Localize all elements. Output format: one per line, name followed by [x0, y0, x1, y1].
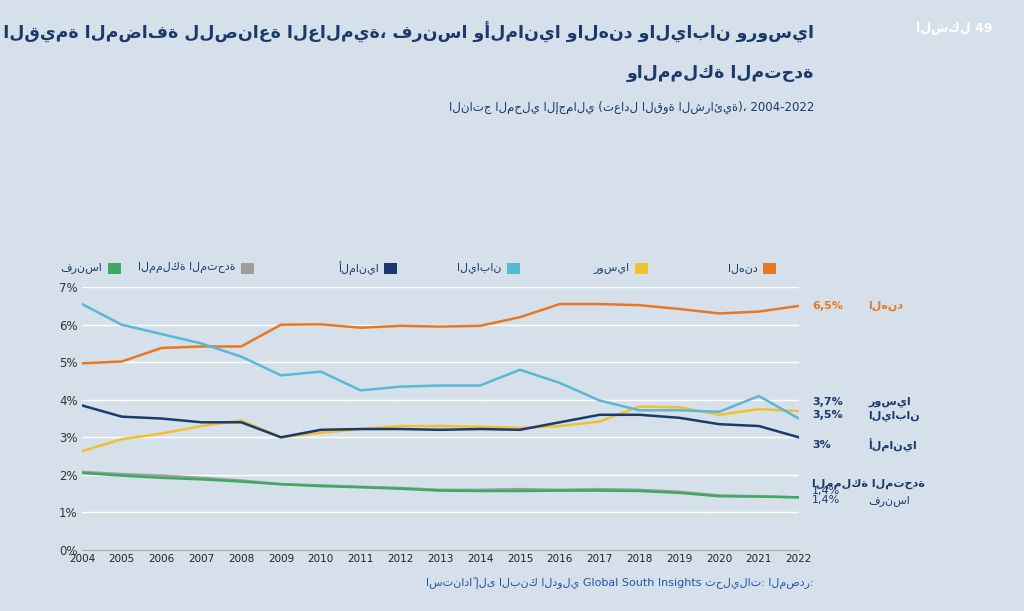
Text: المملكة المتحدة: المملكة المتحدة	[138, 262, 236, 273]
Text: 1,4%: 1,4%	[812, 496, 841, 505]
Text: 3,7%: 3,7%	[812, 397, 843, 407]
Text: 3,5%: 3,5%	[812, 411, 843, 420]
Text: 3%: 3%	[812, 440, 830, 450]
Text: روسيا: روسيا	[868, 397, 911, 408]
Text: الهند: الهند	[728, 263, 758, 273]
Text: اليابان: اليابان	[868, 410, 921, 421]
Text: المملكة المتحدة: المملكة المتحدة	[812, 479, 925, 489]
Text: ألمانيا: ألمانيا	[338, 261, 379, 274]
Text: والمملكة المتحدة: والمملكة المتحدة	[627, 64, 814, 82]
Text: روسيا: روسيا	[594, 262, 630, 273]
Text: 1,4%: 1,4%	[812, 486, 841, 496]
Text: ألمانيا: ألمانيا	[868, 437, 918, 452]
Text: الناتج المحلي الإجمالي (تعادل القوة الشرائية)، 2004-2022: الناتج المحلي الإجمالي (تعادل القوة الشر…	[449, 101, 814, 114]
Text: فرنسا: فرنسا	[60, 262, 102, 273]
Text: الشكل 49: الشكل 49	[916, 21, 992, 35]
Text: الهند: الهند	[868, 301, 903, 311]
Text: 6,5%: 6,5%	[812, 301, 843, 311]
Text: اليابان: اليابان	[458, 262, 502, 273]
Text: فرنسا: فرنسا	[868, 495, 910, 506]
Text: بلدان مختارة: الحصة من القيمة المضافة للصناعة العالمية، فرنسا وألمانيا والهند وا: بلدان مختارة: الحصة من القيمة المضافة لل…	[0, 21, 814, 43]
Text: استناداً إلى البنك الدولي Global South Insights تحليلات: المصدر:: استناداً إلى البنك الدولي Global South I…	[426, 577, 814, 589]
